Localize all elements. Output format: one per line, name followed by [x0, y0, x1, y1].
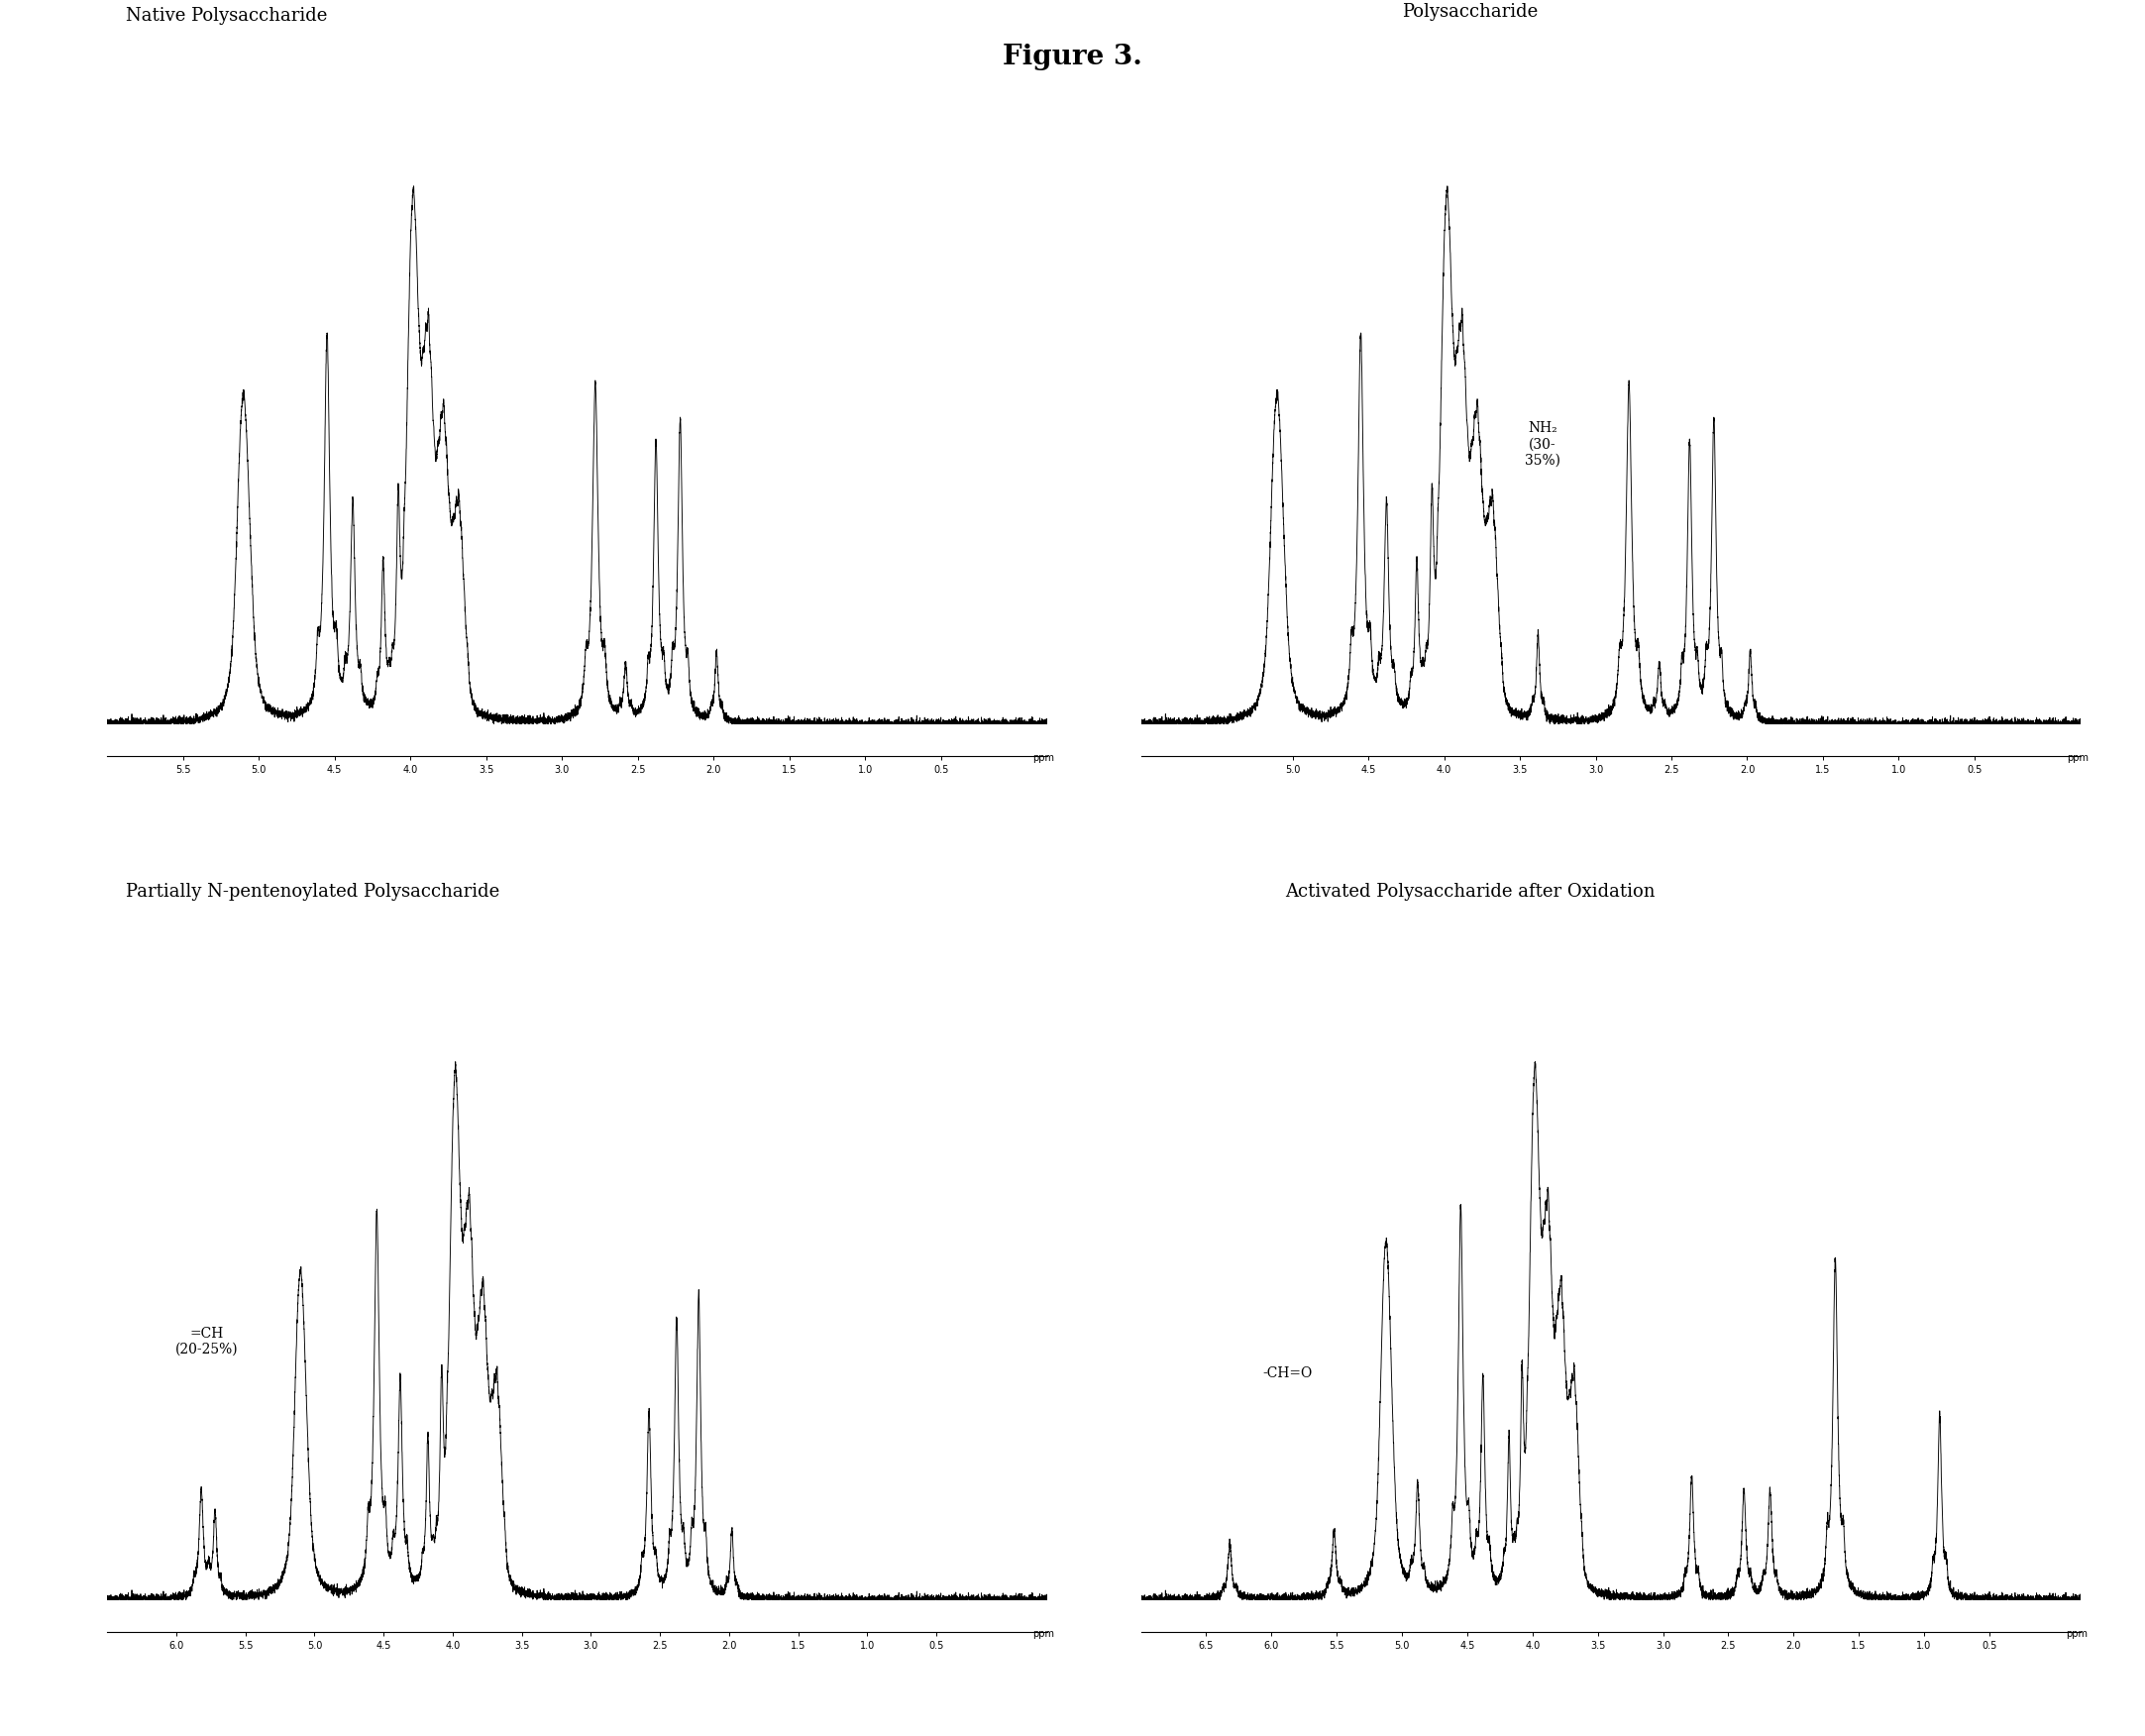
Text: ppm: ppm [2066, 1628, 2087, 1639]
Text: NH₂
(30-
35%): NH₂ (30- 35%) [1525, 422, 1559, 467]
Text: Partially N-acetyl group substituted
Polysaccharide: Partially N-acetyl group substituted Pol… [1308, 0, 1632, 21]
Text: ppm: ppm [1032, 1628, 1053, 1639]
Text: =CH
(20-25%): =CH (20-25%) [176, 1326, 238, 1356]
Text: ppm: ppm [2066, 753, 2089, 764]
Text: ppm: ppm [1032, 753, 1055, 764]
Text: Activated Polysaccharide after Oxidation: Activated Polysaccharide after Oxidation [1285, 884, 1654, 901]
Text: Partially N-pentenoylated Polysaccharide: Partially N-pentenoylated Polysaccharide [127, 884, 500, 901]
Text: Figure 3.: Figure 3. [1002, 43, 1143, 69]
Text: -CH=O: -CH=O [1261, 1366, 1313, 1380]
Text: Native Polysaccharide: Native Polysaccharide [127, 7, 328, 24]
